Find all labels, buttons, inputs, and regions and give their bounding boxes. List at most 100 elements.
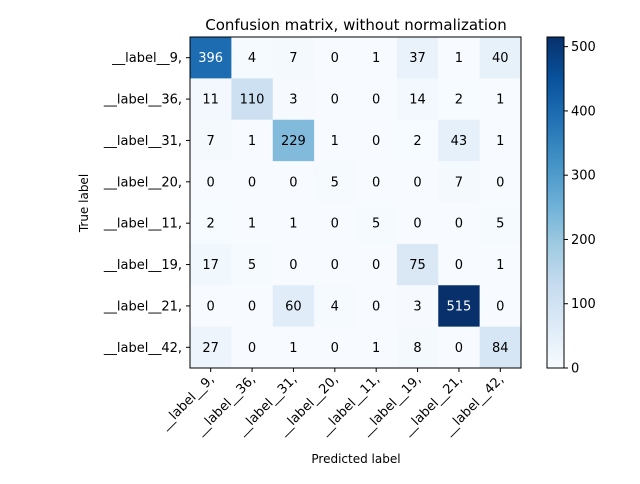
heatmap-cell [190, 78, 232, 121]
cell-value-label: 1 [496, 93, 504, 108]
y-axis-label: True label [77, 174, 91, 233]
y-tick-label: __label__21, [103, 299, 182, 314]
heatmap-cell [438, 285, 481, 328]
x-tick-labels: __label__9,__label__36,__label__31,__lab… [157, 368, 507, 439]
heatmap-cell [272, 119, 315, 162]
heatmap-cell [479, 243, 522, 286]
y-tick-label: __label__11, [103, 217, 182, 232]
heatmap-cell [190, 161, 232, 203]
colorbar-tick-label: 300 [571, 169, 596, 184]
heatmap-cell [438, 37, 481, 79]
heatmap-cell [479, 285, 522, 328]
heatmap-cell [438, 202, 481, 245]
cell-value-label: 0 [496, 175, 504, 190]
cell-value-label: 1 [496, 258, 504, 273]
heatmap-cell [355, 285, 398, 328]
heatmap-cell [396, 37, 439, 79]
heatmap-cell [314, 285, 356, 328]
colorbar-tick-label: 0 [571, 362, 579, 377]
cell-value-label: 1 [248, 134, 256, 149]
cell-value-label: 27 [202, 341, 219, 356]
heatmap-cell [479, 37, 522, 79]
cell-value-label: 5 [372, 217, 380, 232]
y-tick-label: __label__19, [103, 258, 182, 273]
cell-value-label: 229 [281, 134, 306, 149]
heatmap-cells [190, 37, 522, 369]
cell-value-label: 0 [413, 175, 421, 190]
cell-value-label: 40 [492, 51, 509, 66]
cell-value-label: 84 [492, 341, 509, 356]
heatmap-cell [231, 161, 274, 203]
cell-value-label: 5 [331, 175, 339, 190]
cell-value-label: 0 [372, 134, 380, 149]
heatmap-cell [272, 243, 315, 286]
heatmap-cell [314, 202, 356, 245]
cell-value-label: 0 [289, 175, 297, 190]
cell-value-label: 0 [289, 258, 297, 273]
heatmap-cell [314, 119, 356, 162]
heatmap-cell [438, 326, 481, 369]
heatmap-cell [355, 37, 398, 79]
cell-value-label: 0 [372, 175, 380, 190]
cell-value-label: 0 [372, 258, 380, 273]
heatmap-cell [314, 37, 356, 79]
cell-value-label: 75 [409, 258, 426, 273]
cell-value-label: 396 [198, 51, 223, 66]
heatmap-cell [272, 285, 315, 328]
colorbar [546, 36, 565, 369]
cell-value-label: 1 [331, 134, 339, 149]
y-tick-label: __label__31, [103, 134, 182, 149]
cell-value-label: 1 [372, 341, 380, 356]
heatmap-cell [190, 202, 232, 245]
heatmap-cell [396, 243, 439, 286]
cell-value-label: 0 [248, 175, 256, 190]
heatmap-cell [479, 119, 522, 162]
heatmap-cell [272, 78, 315, 121]
heatmap-cell [314, 161, 356, 203]
cell-value-label: 1 [455, 51, 463, 66]
heatmap-cell [314, 326, 356, 369]
plot-frame [189, 36, 522, 369]
cell-value-label: 0 [207, 175, 215, 190]
heatmap-cell [479, 78, 522, 121]
cell-value-label: 0 [248, 341, 256, 356]
heatmap-cell [396, 285, 439, 328]
heatmap-cell [190, 119, 232, 162]
heatmap-cell [396, 202, 439, 245]
heatmap-cell [272, 161, 315, 203]
y-tick-label: __label__9, [111, 51, 182, 66]
cell-value-label: 8 [413, 341, 421, 356]
heatmap-cell [231, 326, 274, 369]
heatmap-cell [396, 161, 439, 203]
cell-value-label: 7 [289, 51, 297, 66]
cell-value-label: 0 [331, 93, 339, 108]
heatmap-cell [438, 243, 481, 286]
heatmap-cell [438, 119, 481, 162]
cell-value-label: 0 [331, 51, 339, 66]
heatmap-cell [396, 326, 439, 369]
heatmap-cell [190, 243, 232, 286]
y-tick-label: __label__42, [103, 341, 182, 356]
chart-title: Confusion matrix, without normalization [205, 16, 507, 34]
cell-value-label: 0 [248, 299, 256, 314]
heatmap-cell [355, 119, 398, 162]
heatmap-cell [314, 243, 356, 286]
cell-value-label: 0 [372, 93, 380, 108]
cell-value-label: 1 [289, 217, 297, 232]
cell-value-label: 2 [413, 134, 421, 149]
heatmap-cell [231, 37, 274, 79]
heatmap-cell [479, 326, 522, 369]
cell-value-label: 60 [285, 299, 302, 314]
cell-value-label: 3 [289, 93, 297, 108]
heatmap-cell [190, 285, 232, 328]
cell-value-label: 1 [248, 217, 256, 232]
colorbar-tick-label: 500 [571, 40, 596, 55]
heatmap-cell [231, 285, 274, 328]
cell-value-label: 0 [455, 258, 463, 273]
heatmap-cell [190, 326, 232, 369]
heatmap-cell [355, 202, 398, 245]
cell-value-label: 11 [202, 93, 219, 108]
